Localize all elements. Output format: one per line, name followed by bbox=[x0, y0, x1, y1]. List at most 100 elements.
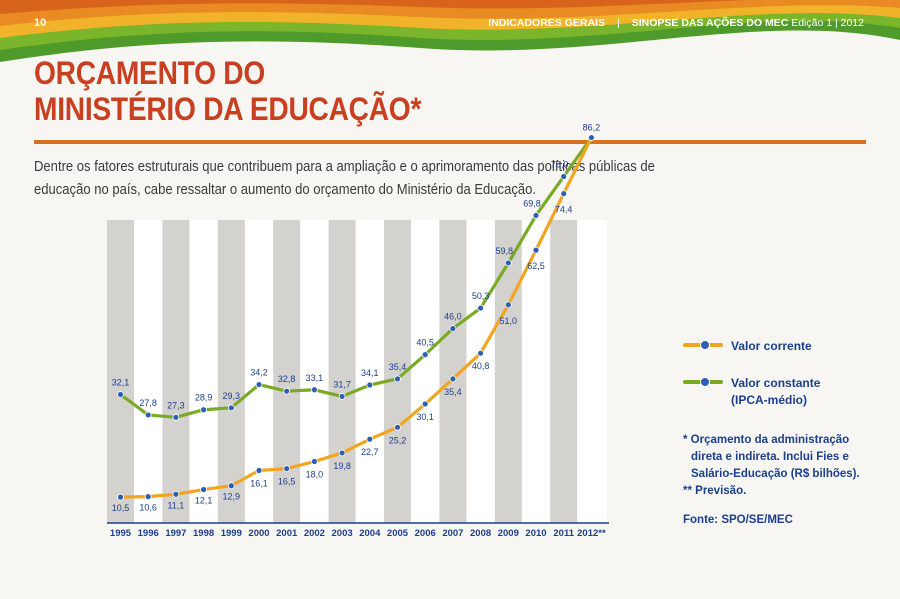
page-title-line1: ORÇAMENTO DO bbox=[34, 55, 265, 91]
data-point-corrente bbox=[227, 482, 235, 490]
data-label-corrente: 11,1 bbox=[167, 500, 184, 510]
data-label-constante: 27,3 bbox=[167, 400, 185, 410]
column-stripe bbox=[550, 220, 578, 523]
footnote-line2: direta e indireta. Inclui Fies e bbox=[691, 451, 849, 463]
legend-label-constante-line1: Valor constante bbox=[731, 376, 821, 390]
x-tick-label: 2002 bbox=[304, 528, 325, 539]
data-label-constante: 50,3 bbox=[472, 291, 490, 301]
x-tick-label: 1999 bbox=[221, 528, 242, 539]
data-label-corrente: 25,2 bbox=[389, 435, 407, 445]
page-title-line2: MINISTÉRIO DA EDUCAÇÃO* bbox=[34, 91, 422, 127]
data-label-corrente: 22,7 bbox=[361, 447, 379, 457]
data-label-corrente: 18,0 bbox=[306, 470, 324, 480]
legend-label-constante: Valor constante (IPCA-médio) bbox=[731, 375, 841, 409]
data-point-constante bbox=[310, 386, 318, 394]
page-number: 10 bbox=[34, 17, 47, 29]
data-point-corrente bbox=[117, 493, 124, 501]
column-stripe bbox=[328, 220, 356, 523]
x-tick-label: 1995 bbox=[110, 528, 132, 539]
x-tick-label: 2004 bbox=[359, 528, 381, 539]
x-tick-label: 2003 bbox=[332, 528, 353, 539]
data-label-corrente: 12,9 bbox=[223, 492, 241, 502]
x-tick-label: 2009 bbox=[498, 528, 519, 539]
data-label-corrente: 10,6 bbox=[139, 503, 157, 513]
data-label-constante: 32,8 bbox=[278, 374, 296, 384]
footnote-line3: Salário-Educação (R$ bilhões). bbox=[691, 468, 860, 480]
x-tick-label: 2008 bbox=[470, 528, 491, 539]
edition-label: Edição 1 | 2012 bbox=[791, 17, 864, 29]
column-stripe bbox=[217, 220, 245, 523]
x-tick-label: 2011 bbox=[553, 528, 574, 539]
legend-label-constante-line2: (IPCA-médio) bbox=[731, 393, 807, 407]
chart-source: Fonte: SPO/SE/MEC bbox=[683, 514, 793, 526]
data-point-corrente bbox=[394, 423, 401, 431]
data-point-constante bbox=[394, 375, 401, 383]
data-label-constante: 31,7 bbox=[333, 379, 351, 389]
data-point-corrente bbox=[255, 467, 263, 474]
data-label-constante: 40,5 bbox=[416, 338, 434, 348]
data-label-constante: 86,2 bbox=[583, 123, 601, 133]
data-point-constante bbox=[227, 404, 235, 412]
legend-marker-corrente bbox=[700, 340, 710, 350]
data-label-constante: 33,1 bbox=[306, 373, 324, 383]
data-point-corrente bbox=[560, 190, 568, 198]
data-point-corrente bbox=[144, 493, 152, 501]
data-label-constante: 35,4 bbox=[389, 362, 407, 372]
legend-label-corrente: Valor corrente bbox=[731, 339, 812, 353]
data-label-corrente: 62,5 bbox=[527, 261, 545, 271]
title-divider bbox=[34, 140, 866, 144]
data-point-corrente bbox=[588, 134, 595, 141]
data-point-constante bbox=[338, 393, 346, 400]
section-label: INDICADORES GERAIS bbox=[488, 17, 605, 29]
data-label-constante: 69,8 bbox=[523, 198, 541, 208]
x-tick-label: 2001 bbox=[276, 528, 298, 539]
data-point-constante bbox=[255, 381, 263, 388]
data-point-constante bbox=[283, 387, 291, 395]
data-point-constante bbox=[172, 413, 180, 421]
data-point-corrente bbox=[338, 449, 346, 457]
data-label-corrente: 74,4 bbox=[555, 205, 573, 215]
header-separator: | bbox=[616, 17, 620, 29]
data-label-constante: 29,3 bbox=[223, 391, 241, 401]
data-label-constante: 34,1 bbox=[361, 368, 379, 378]
data-point-constante bbox=[532, 212, 540, 219]
data-point-corrente bbox=[421, 400, 429, 408]
x-tick-label: 2005 bbox=[387, 528, 409, 539]
plot-area bbox=[107, 220, 607, 523]
footnote-line1: * Orçamento da administração bbox=[683, 434, 850, 446]
data-label-constante: 28,9 bbox=[195, 393, 213, 403]
data-point-constante bbox=[200, 406, 208, 414]
data-point-corrente bbox=[477, 349, 485, 357]
data-label-constante: 78,0 bbox=[551, 160, 569, 170]
data-label-corrente: 51,0 bbox=[500, 316, 518, 326]
column-stripe bbox=[273, 220, 301, 523]
data-label-constante: 27,8 bbox=[139, 398, 157, 408]
data-label-corrente: 30,1 bbox=[416, 412, 434, 422]
x-tick-label: 2010 bbox=[525, 528, 546, 539]
data-point-corrente bbox=[172, 490, 180, 498]
data-label-corrente: 35,4 bbox=[444, 387, 462, 397]
data-label-corrente: 12,1 bbox=[195, 496, 213, 506]
x-tick-label: 2000 bbox=[248, 528, 269, 539]
chart-footnote: * Orçamento da administração direta e in… bbox=[683, 432, 863, 500]
x-tick-label: 1997 bbox=[165, 528, 186, 539]
page-title: ORÇAMENTO DO MINISTÉRIO DA EDUCAÇÃO* bbox=[34, 55, 421, 127]
data-label-corrente: 16,1 bbox=[250, 479, 268, 489]
x-tick-label: 1996 bbox=[138, 528, 159, 539]
x-tick-label: 2007 bbox=[442, 528, 463, 539]
data-point-corrente bbox=[283, 465, 291, 473]
data-label-constante: 34,2 bbox=[250, 368, 268, 378]
data-label-corrente: 40,8 bbox=[472, 361, 490, 371]
column-stripe bbox=[162, 220, 190, 523]
x-tick-label: 2012** bbox=[577, 528, 606, 539]
data-point-constante bbox=[117, 391, 124, 398]
data-label-constante: 59,8 bbox=[496, 246, 514, 256]
x-tick-label: 1998 bbox=[193, 528, 214, 539]
data-point-corrente bbox=[504, 301, 512, 309]
data-point-constante bbox=[449, 325, 457, 332]
publication-label: SINOPSE DAS AÇÕES DO MEC bbox=[631, 17, 789, 29]
x-tick-label: 2006 bbox=[415, 528, 436, 539]
footnote-line4: ** Previsão. bbox=[683, 485, 747, 497]
data-point-corrente bbox=[200, 486, 208, 493]
